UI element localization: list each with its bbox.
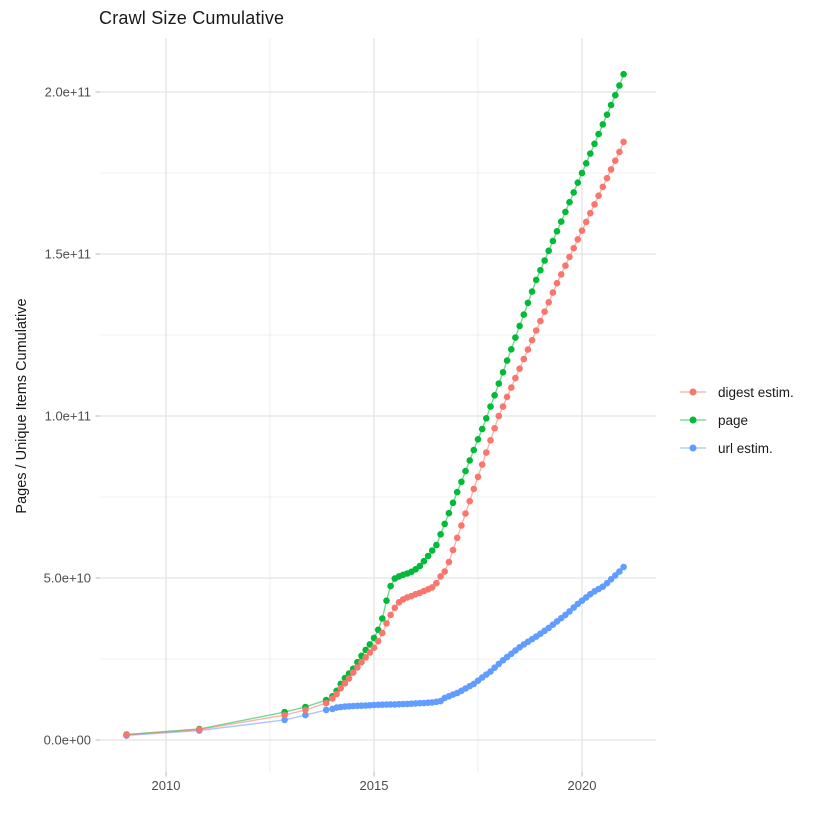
legend: digest estim. page url estim. — [678, 378, 794, 462]
chart-title: Crawl Size Cumulative — [99, 8, 285, 28]
legend-key-icon — [680, 444, 706, 452]
legend-item-url-estim: url estim. — [678, 434, 794, 462]
svg-text:2015: 2015 — [360, 778, 389, 793]
axis-ticks — [95, 91, 583, 777]
legend-item-page: page — [678, 406, 794, 434]
svg-text:5.0e+10: 5.0e+10 — [44, 571, 91, 586]
svg-text:2010: 2010 — [152, 778, 181, 793]
legend-key-icon — [680, 388, 706, 396]
series-digest-estim — [123, 138, 627, 739]
svg-text:1.0e+11: 1.0e+11 — [45, 409, 91, 424]
grid-minor — [100, 38, 656, 772]
legend-label-url-estim: url estim. — [718, 440, 773, 456]
legend-label-digest-estim: digest estim. — [718, 384, 794, 400]
x-tick-labels: 2010 2015 2020 — [152, 778, 597, 793]
svg-text:2020: 2020 — [568, 778, 597, 793]
legend-label-page: page — [718, 412, 749, 428]
svg-text:2.0e+11: 2.0e+11 — [45, 85, 91, 100]
y-tick-labels: 0.0e+00 5.0e+10 1.0e+11 1.5e+11 2.0e+11 — [44, 85, 91, 748]
grid-major — [100, 38, 656, 772]
legend-item-digest-estim: digest estim. — [678, 378, 794, 406]
legend-key-icon — [680, 416, 706, 424]
series-url-estim — [123, 563, 627, 739]
svg-text:1.5e+11: 1.5e+11 — [45, 247, 91, 262]
series-page — [123, 70, 627, 738]
svg-text:0.0e+00: 0.0e+00 — [44, 733, 91, 748]
